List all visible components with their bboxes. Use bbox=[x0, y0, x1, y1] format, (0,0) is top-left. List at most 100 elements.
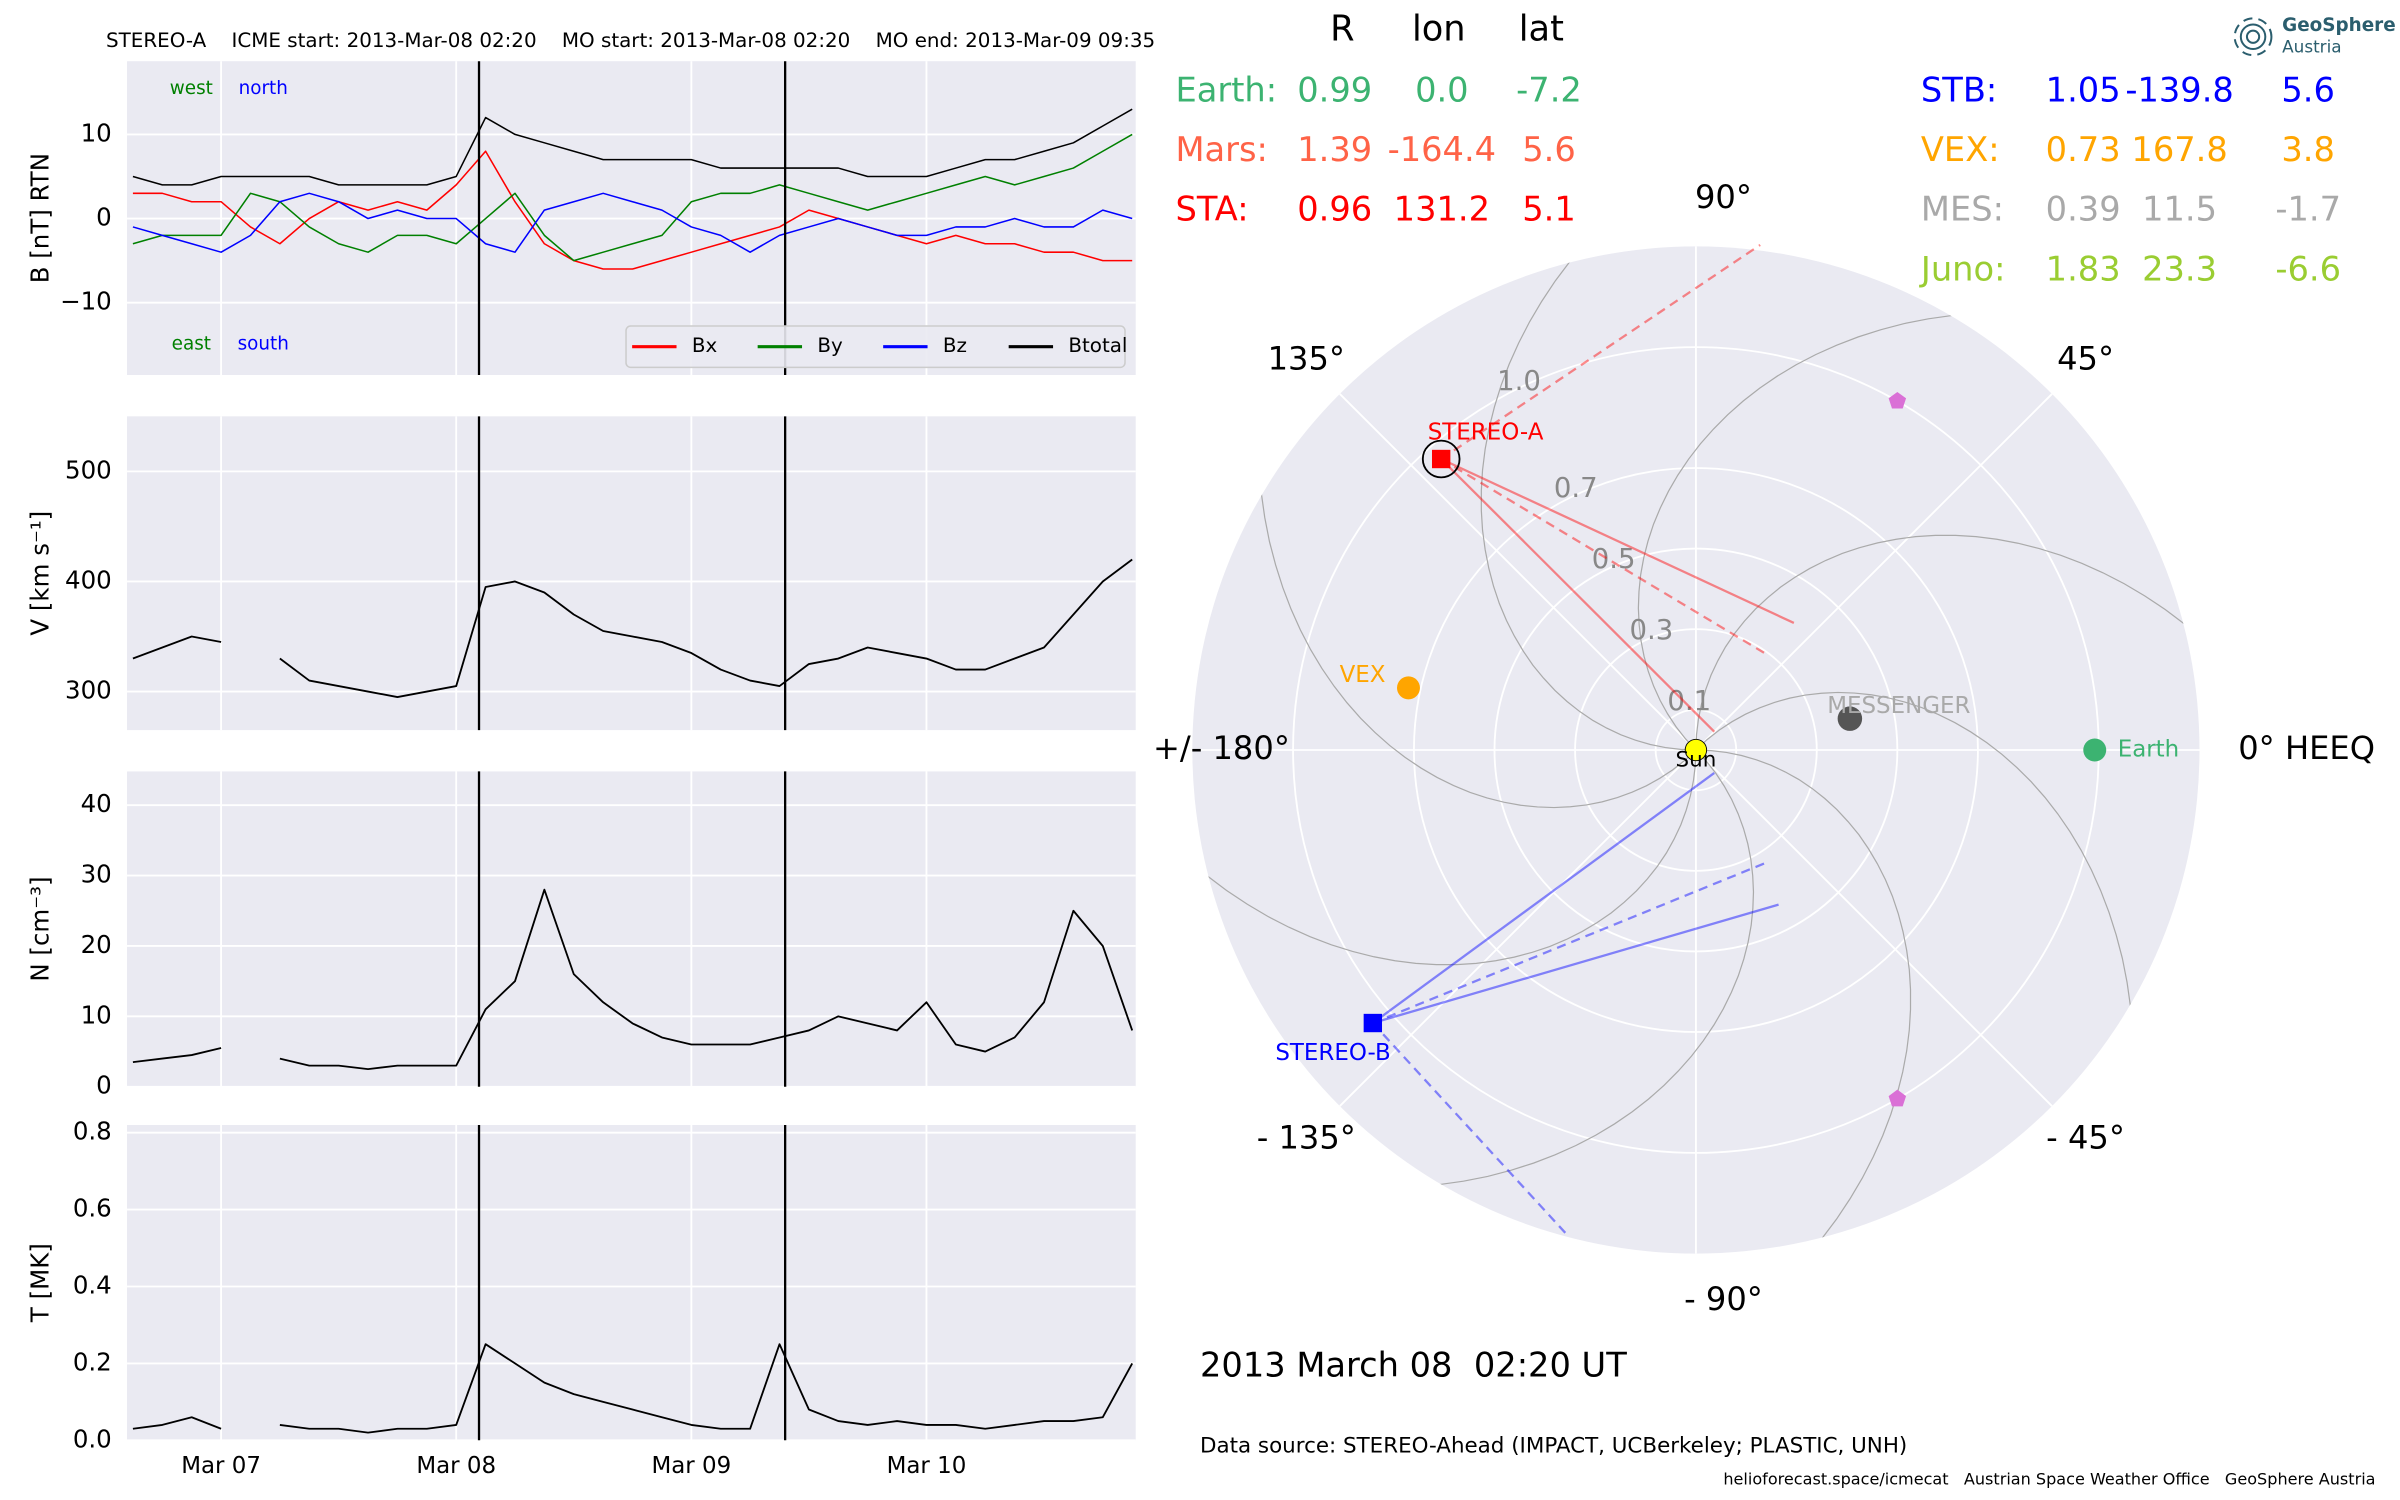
legend-label: By bbox=[817, 334, 843, 357]
spiral-line bbox=[1480, 246, 1696, 751]
legend-label: Bx bbox=[692, 334, 718, 357]
legend-label: Btotal bbox=[1068, 334, 1127, 357]
y-axis-label: V [km s⁻¹] bbox=[25, 511, 54, 636]
legend-box bbox=[625, 325, 1126, 369]
y-tick-label: −10 bbox=[60, 287, 112, 316]
spirals bbox=[1192, 246, 2200, 1254]
y-tick-label: 0.0 bbox=[73, 1424, 112, 1453]
r-tick-label: 0.5 bbox=[1592, 543, 1636, 575]
fov-line bbox=[1372, 772, 1715, 1024]
spiral-line bbox=[1278, 749, 1755, 1189]
panel-background bbox=[127, 416, 1136, 731]
fov-line bbox=[1371, 1022, 1570, 1238]
body-marker bbox=[2083, 738, 2107, 762]
r-tick-label: 0.1 bbox=[1667, 685, 1711, 717]
table-cell: -139.8 bbox=[2125, 70, 2234, 109]
data-line bbox=[132, 133, 1133, 262]
y-tick-label: 40 bbox=[81, 789, 112, 818]
y-tick-label: 500 bbox=[65, 455, 112, 484]
sun-label: Sun bbox=[1676, 748, 1717, 773]
theta-grid-line bbox=[1339, 749, 1697, 1107]
legend-label: Bz bbox=[943, 334, 967, 357]
r-tick-label: 0.7 bbox=[1554, 472, 1598, 504]
table-cell: 11.5 bbox=[2142, 190, 2217, 229]
body-marker bbox=[1363, 1013, 1383, 1033]
theta-grid-line bbox=[1695, 749, 2053, 1107]
y-tick-label: 0.2 bbox=[73, 1347, 112, 1376]
data-line bbox=[132, 888, 1134, 1071]
table-cell: 1.83 bbox=[2046, 249, 2121, 288]
table-cell: -164.4 bbox=[1388, 130, 1497, 169]
body-marker bbox=[1396, 676, 1420, 700]
date-label: 2013 March 08 02:20 UT bbox=[1200, 1345, 1627, 1384]
body-label: STEREO-B bbox=[1275, 1040, 1390, 1066]
theta-grid-line bbox=[1695, 393, 2053, 751]
table-row-name: STB: bbox=[1921, 70, 1997, 109]
y-tick-label: 30 bbox=[81, 860, 112, 889]
y-tick-label: 10 bbox=[81, 118, 112, 147]
spiral-line bbox=[1695, 534, 2200, 751]
annotation: west bbox=[170, 78, 213, 99]
table-cell: 23.3 bbox=[2142, 249, 2217, 288]
sun-marker bbox=[1684, 738, 1708, 762]
y-tick-label: 0 bbox=[96, 1071, 112, 1100]
table-cell: 5.6 bbox=[1522, 130, 1576, 169]
table-cell: 0.0 bbox=[1415, 70, 1469, 109]
table-cell: -7.2 bbox=[1516, 70, 1582, 109]
y-tick-label: 0.8 bbox=[73, 1117, 112, 1146]
y-tick-label: 0.6 bbox=[73, 1194, 112, 1223]
logo-sub: Austria bbox=[2282, 36, 2341, 56]
table-row-name: VEX: bbox=[1921, 130, 2000, 169]
table-cell: 0.73 bbox=[2046, 130, 2121, 169]
table-row-name: MES: bbox=[1921, 190, 2004, 229]
y-tick-label: 0.4 bbox=[73, 1270, 112, 1299]
fov-line bbox=[1440, 243, 1761, 460]
table-cell: 3.8 bbox=[2281, 130, 2335, 169]
lagrange-marker bbox=[1888, 391, 1907, 409]
table-cell: 1.05 bbox=[2046, 70, 2121, 109]
r-tick-label: 0.3 bbox=[1630, 614, 1674, 646]
table-cell: 5.1 bbox=[1522, 190, 1576, 229]
table-row-name: STA: bbox=[1176, 190, 1249, 229]
data-line bbox=[132, 1343, 1133, 1434]
data-line bbox=[132, 558, 1133, 698]
y-tick-label: 300 bbox=[65, 676, 112, 705]
table-header: lon bbox=[1412, 9, 1466, 50]
panel-title: STEREO-A ICME start: 2013-Mar-08 02:20 M… bbox=[106, 29, 1155, 52]
fov-line bbox=[1440, 458, 1716, 733]
table-cell: 0.99 bbox=[1297, 70, 1372, 109]
table-cell: -6.6 bbox=[2275, 249, 2341, 288]
body-marker bbox=[1837, 706, 1863, 731]
x-tick-label: Mar 09 bbox=[651, 1453, 731, 1479]
data-line bbox=[132, 108, 1133, 186]
annotation: north bbox=[239, 78, 288, 99]
theta-tick-label: 90° bbox=[1695, 178, 1752, 216]
table-cell: -1.7 bbox=[2275, 190, 2341, 229]
annotation: south bbox=[238, 333, 289, 354]
table-row-name: Earth: bbox=[1176, 70, 1278, 109]
footer: helioforecast.space/icmecat Austrian Spa… bbox=[1723, 1470, 2375, 1489]
table-cell: 0.39 bbox=[2046, 190, 2121, 229]
theta-tick-label: - 45° bbox=[2046, 1119, 2125, 1157]
lagrange-marker bbox=[1888, 1089, 1907, 1107]
theta-tick-label: - 90° bbox=[1684, 1280, 1763, 1318]
y-tick-label: 20 bbox=[81, 930, 112, 959]
theta-tick-label: 45° bbox=[2057, 339, 2114, 377]
logo-name: GeoSphere bbox=[2282, 15, 2396, 36]
spiral-line bbox=[1695, 691, 2135, 1168]
panel-background bbox=[127, 771, 1136, 1087]
body-label: STEREO-A bbox=[1428, 419, 1544, 445]
table-cell: 167.8 bbox=[2131, 130, 2227, 169]
body-label: MESSENGER bbox=[1827, 693, 1970, 719]
fov-line bbox=[1440, 457, 1795, 625]
table-header: lat bbox=[1519, 9, 1564, 50]
theta-tick-label: +/- 180° bbox=[1153, 729, 1290, 767]
table-cell: 131.2 bbox=[1394, 190, 1490, 229]
y-tick-label: 400 bbox=[65, 565, 112, 594]
body-marker bbox=[1431, 449, 1451, 469]
body-label: VEX bbox=[1340, 662, 1386, 688]
table-row-name: Juno: bbox=[1919, 249, 2006, 288]
table-row-name: Mars: bbox=[1176, 130, 1268, 169]
annotation: east bbox=[172, 333, 211, 354]
